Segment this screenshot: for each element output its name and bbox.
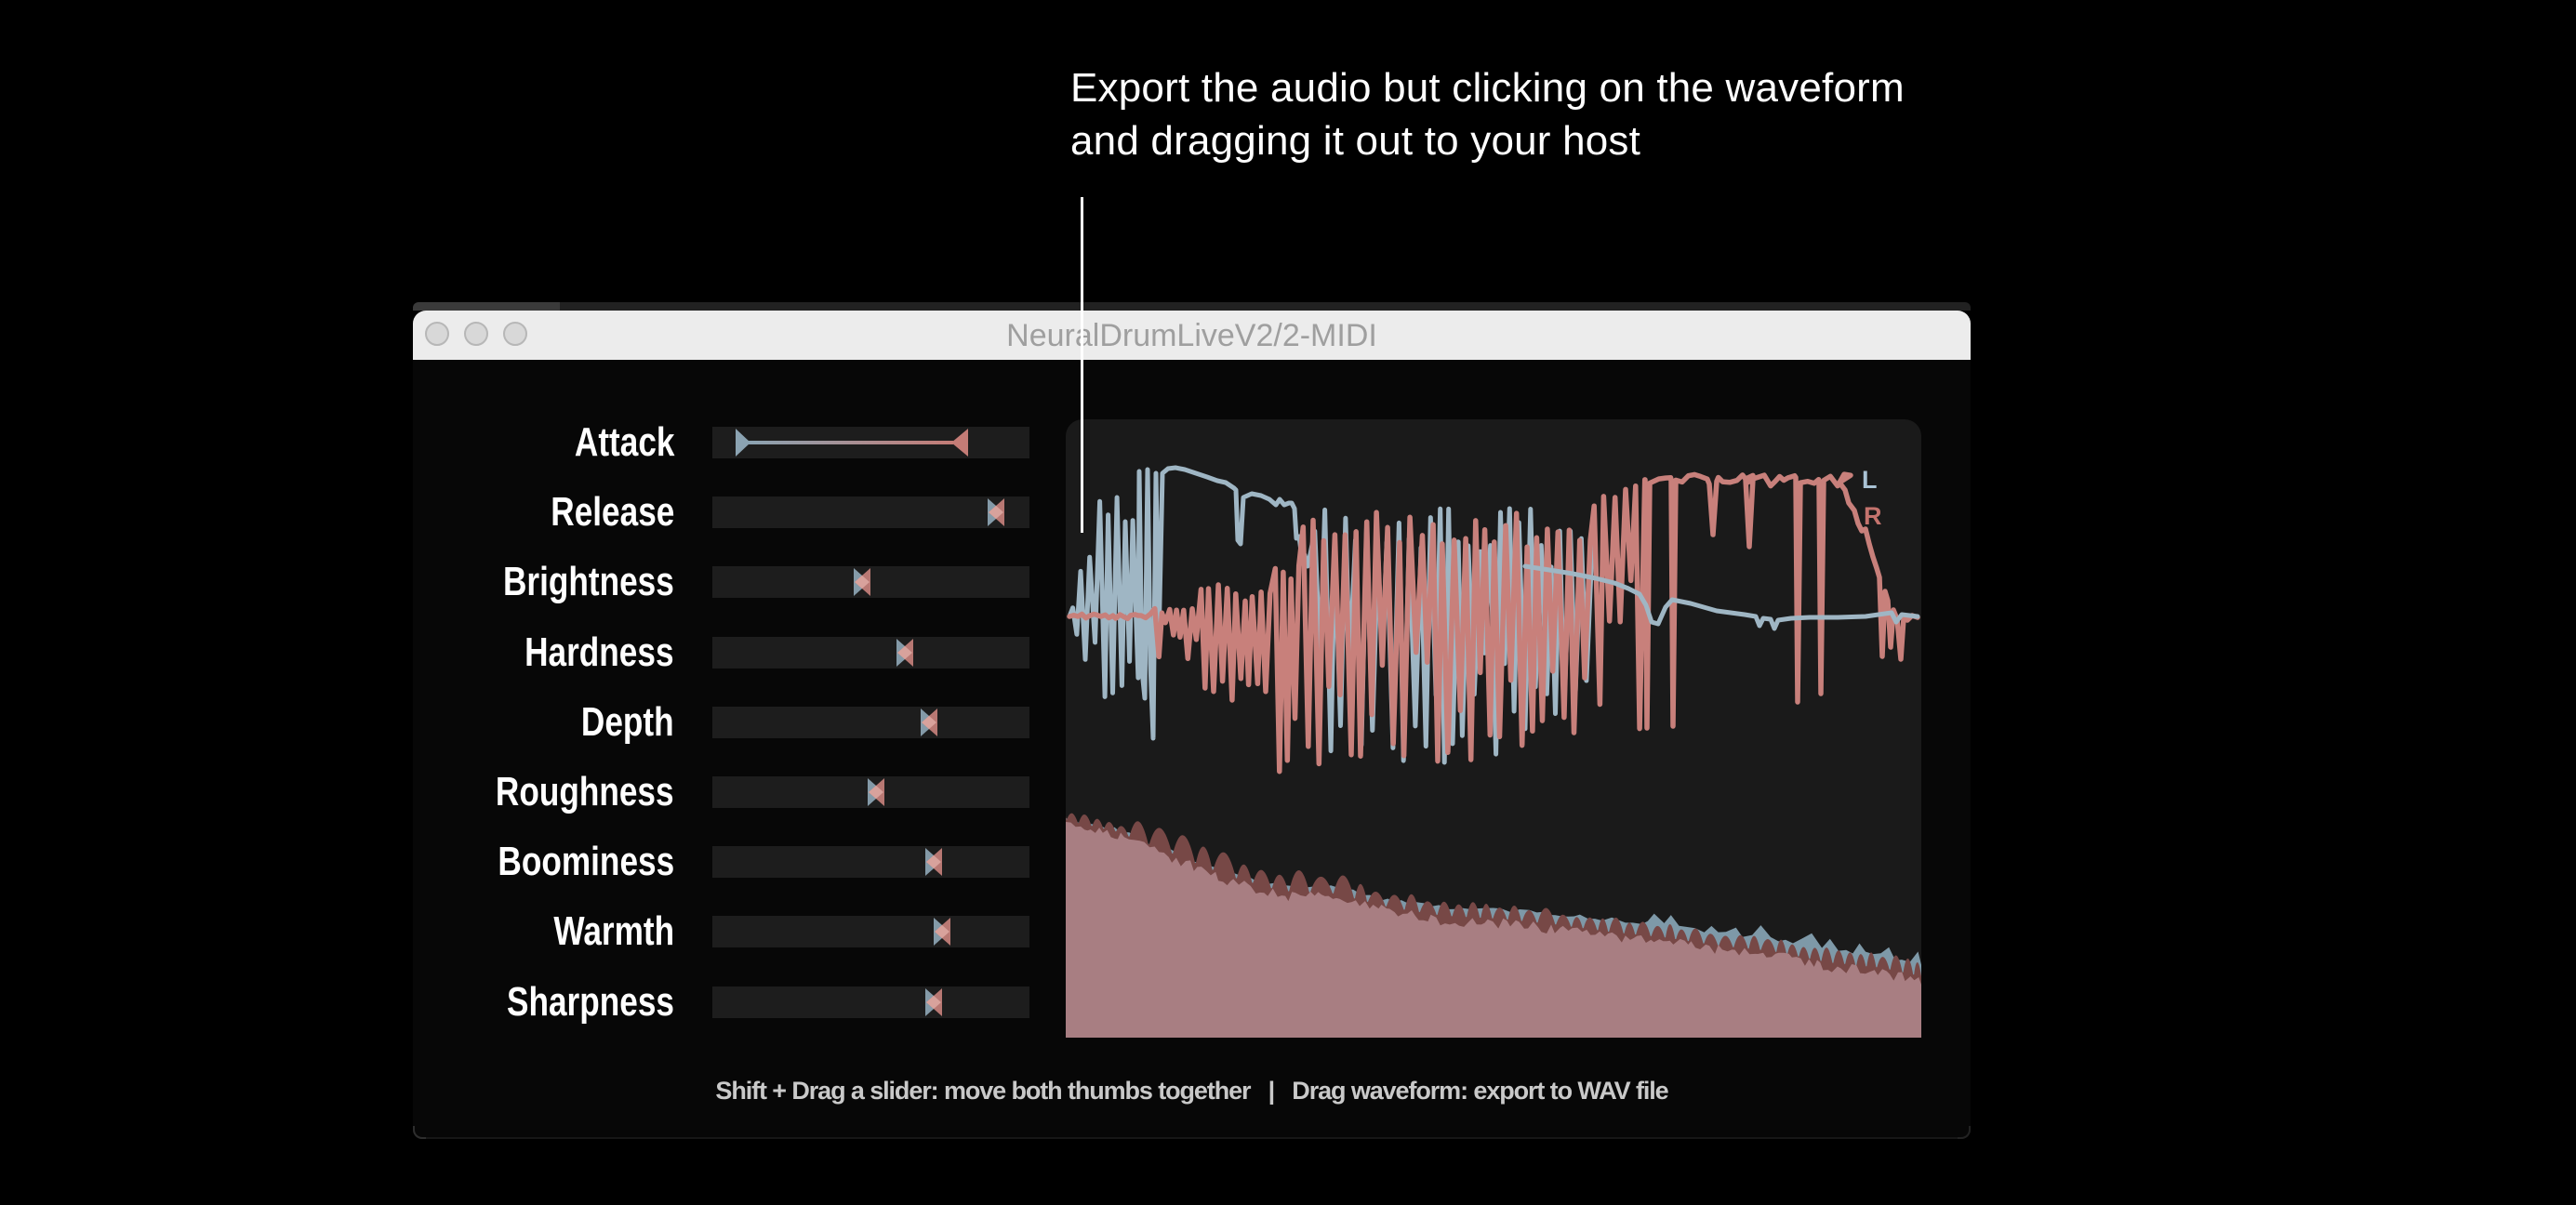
svg-text:R: R (1864, 502, 1882, 530)
svg-text:L: L (1862, 466, 1878, 494)
